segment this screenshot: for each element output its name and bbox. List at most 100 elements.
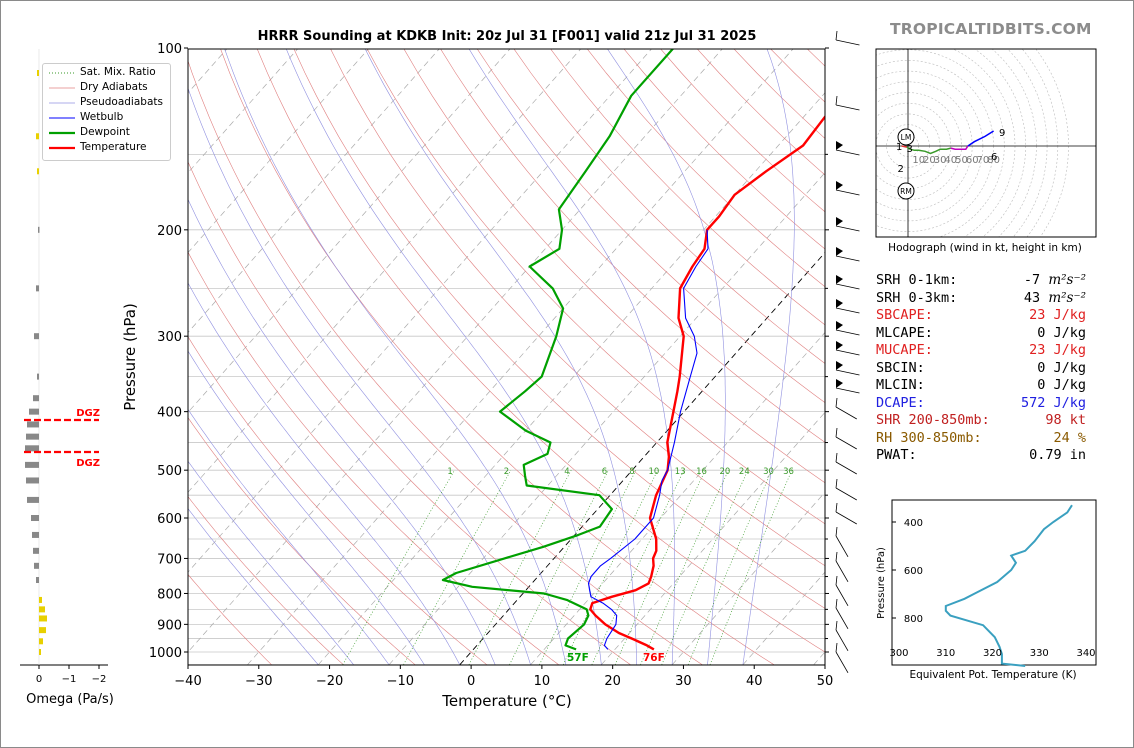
dry-adiabat <box>188 60 703 665</box>
wind-barb <box>835 217 860 232</box>
mixing-ratio-line <box>562 470 659 665</box>
hodograph-ring-label: 70 <box>977 155 990 166</box>
wind-barb <box>835 575 849 606</box>
dry-adiabat <box>188 417 416 665</box>
wind-barb-shaft <box>835 511 857 525</box>
legend-label: Sat. Mix. Ratio <box>80 66 156 78</box>
plot-area-border <box>187 48 826 666</box>
param-label: MLCIN: <box>876 377 925 393</box>
hodograph-segment <box>950 145 969 150</box>
dry-adiabat <box>188 336 488 665</box>
wind-barb <box>835 620 849 651</box>
mixing-ratio-line <box>342 470 455 665</box>
omega-bar <box>27 496 39 503</box>
hodograph-ring-label: 50 <box>955 155 968 166</box>
pseudoadiabat <box>742 49 795 665</box>
mixing-ratio-label: 13 <box>675 467 686 477</box>
wind-barb <box>835 502 857 525</box>
wind-barb-shaft <box>835 535 849 557</box>
omega-bar <box>39 638 43 645</box>
omega-bar <box>34 333 39 340</box>
omega-bar <box>32 531 39 538</box>
mixing-ratio-line <box>509 470 609 665</box>
param-unit: m²s⁻² <box>1048 289 1086 306</box>
wind-barb-shaft <box>835 189 860 196</box>
wind-barb <box>835 275 860 290</box>
omega-bar <box>36 577 39 584</box>
theta-e-y-label: Pressure (hPa) <box>876 547 887 619</box>
mixing-ratio-line <box>591 470 685 665</box>
hodograph-ring-label: 10 <box>912 155 925 166</box>
surface-temp-label: 76F <box>643 652 665 664</box>
wind-barb-shaft <box>835 369 860 376</box>
wind-barb-flag <box>836 141 843 150</box>
wind-barb-shaft <box>835 255 860 262</box>
legend-label: Dry Adiabats <box>80 81 148 93</box>
dry-adiabat <box>220 49 775 665</box>
theta-e-x-label: Equivalent Pot. Temperature (K) <box>909 669 1076 681</box>
dry-adiabat <box>188 251 559 665</box>
isotherm-gridline <box>0 48 15 665</box>
param-value: 24 % <box>1053 429 1086 446</box>
wind-barb-flag <box>836 247 843 256</box>
theta-e-chart: 300 310 320 330 340 400 600 800 Equivalent Pot.… <box>876 499 1097 681</box>
wind-barb-shaft <box>835 607 849 629</box>
hodograph-segment <box>901 145 908 148</box>
wind-barb-feather <box>835 95 838 106</box>
omega-bar <box>39 649 41 655</box>
param-label: PWAT: <box>876 447 917 463</box>
omega-bar <box>37 168 39 175</box>
hodograph-height-label: 6 <box>991 152 997 163</box>
wind-barb-flag <box>836 341 843 350</box>
param-label: MUCAPE: <box>876 342 933 358</box>
mixing-ratio-label: 2 <box>504 467 509 477</box>
profile-dewpoint <box>441 49 675 651</box>
param-row: MLCIN: 0 J/kg <box>876 377 1086 395</box>
param-label: SBCIN: <box>876 359 925 376</box>
hodograph-marker <box>897 128 915 146</box>
y-tick-label: 100 <box>157 42 182 57</box>
dry-adiabat <box>188 161 631 665</box>
param-label: DCAPE: <box>876 394 925 411</box>
param-row: SBCAPE: 23 J/kg <box>876 307 1086 325</box>
x-tick-label: 0 <box>467 674 475 689</box>
pseudoadiabat <box>188 87 531 665</box>
x-tick-label: −20 <box>316 674 343 689</box>
mixing-ratio-line <box>539 470 637 665</box>
wind-barb-flag <box>836 321 843 330</box>
omega-bar <box>39 596 42 603</box>
omega-bar <box>27 421 39 428</box>
theta-e-x-tick-label: 310 <box>936 648 955 659</box>
hodograph-ring-label: 40 <box>944 155 957 166</box>
wind-barb-shaft <box>835 39 860 46</box>
pseudoadiabat <box>468 49 675 665</box>
omega-bar <box>29 408 39 415</box>
wind-barb-feather <box>835 30 838 41</box>
hodograph-ring-label: 60 <box>966 155 979 166</box>
param-value: 0.79 in <box>1029 447 1086 463</box>
hodograph-marker <box>897 182 915 200</box>
param-label: SHR 200-850mb: <box>876 412 990 428</box>
pseudoadiabat <box>188 282 461 665</box>
y-tick-label: 200 <box>157 224 182 239</box>
isotherm-gridline <box>188 49 652 573</box>
param-value: 0 J/kg <box>1037 377 1086 393</box>
hodograph-segment <box>906 146 951 155</box>
omega-bar <box>39 615 47 622</box>
dry-adiabat <box>513 49 825 364</box>
wind-barb-flag <box>836 275 843 284</box>
legend-label: Pseudoadiabats <box>80 96 163 108</box>
hodograph-height-label: 2 <box>898 164 904 175</box>
pseudoadiabat <box>188 508 319 665</box>
mixing-ratio-label: 16 <box>696 467 707 477</box>
wind-barb <box>835 30 860 46</box>
wind-barb <box>835 247 860 262</box>
pseudoadiabat <box>285 49 602 665</box>
wind-barb-feather <box>835 397 838 408</box>
dry-adiabat <box>330 49 825 567</box>
theta-e-x-tick-label: 340 <box>1076 648 1095 659</box>
mixing-ratio-line <box>687 470 773 665</box>
wind-barb <box>835 478 857 501</box>
param-row: MUCAPE: 23 J/kg <box>876 342 1086 360</box>
